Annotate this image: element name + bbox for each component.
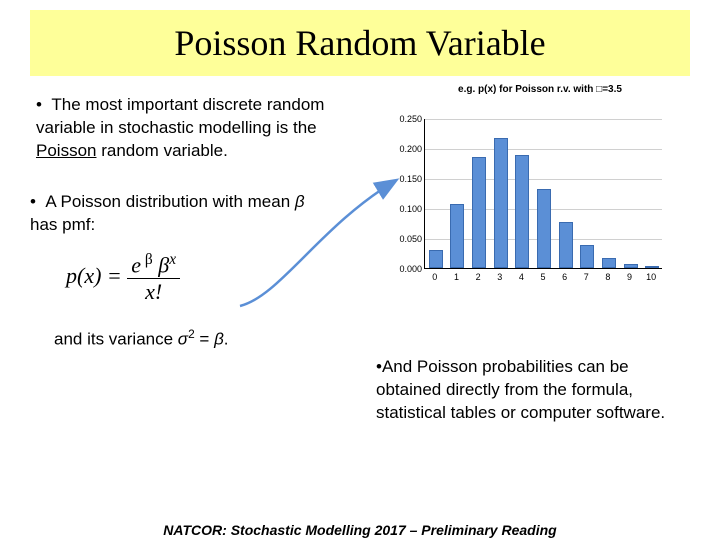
chart-x-label: 4 (519, 272, 524, 282)
page-title: Poisson Random Variable (30, 22, 690, 64)
chart-gridline (425, 149, 662, 150)
chart-y-label: 0.100 (399, 204, 422, 214)
chart-y-label: 0.150 (399, 174, 422, 184)
chart-y-label: 0.200 (399, 144, 422, 154)
variance-text: and its variance σ2 = β. (54, 327, 336, 350)
chart-y-label: 0.250 (399, 114, 422, 124)
bullet-2-text: A Poisson distribution with mean β has p… (30, 192, 305, 234)
chart-x-label: 1 (454, 272, 459, 282)
chart-title: e.g. p(x) for Poisson r.v. with □=3.5 (380, 84, 700, 95)
chart-bar (602, 258, 616, 268)
bullet-1-text: The most important discrete random varia… (36, 95, 324, 160)
bullet-1: • The most important discrete random var… (36, 94, 336, 163)
chart-axes (424, 119, 662, 269)
bullet-2: • A Poisson distribution with mean β has… (30, 191, 336, 237)
chart-bar (537, 189, 551, 268)
slide-content: • The most important discrete random var… (0, 76, 720, 506)
chart-x-label: 2 (476, 272, 481, 282)
chart-bar (494, 138, 508, 268)
footer-text: NATCOR: Stochastic Modelling 2017 – Prel… (0, 522, 720, 538)
left-column: • The most important discrete random var… (36, 94, 336, 350)
chart-gridline (425, 119, 662, 120)
chart-bar (472, 157, 486, 268)
chart-x-label: 10 (646, 272, 656, 282)
pmf-formula: p(x) = e β βxx! (66, 251, 336, 305)
chart-bar (450, 204, 464, 268)
chart-x-label: 9 (627, 272, 632, 282)
title-banner: Poisson Random Variable (30, 10, 690, 76)
chart-x-label: 7 (584, 272, 589, 282)
chart-x-label: 0 (432, 272, 437, 282)
chart-bar (429, 250, 443, 268)
chart-y-label: 0.050 (399, 234, 422, 244)
chart-bar (515, 155, 529, 268)
chart-bar (580, 245, 594, 268)
bullet-3: •And Poisson probabilities can be obtain… (376, 356, 686, 425)
chart-bar (624, 264, 638, 268)
right-column: e.g. p(x) for Poisson r.v. with □=3.5 0.… (380, 84, 700, 289)
poisson-bar-chart: 0.0000.0500.1000.1500.2000.2500123456789… (384, 119, 674, 289)
chart-x-label: 6 (562, 272, 567, 282)
chart-x-label: 3 (497, 272, 502, 282)
chart-x-label: 5 (540, 272, 545, 282)
chart-bar (645, 266, 659, 268)
bullet-3-text: And Poisson probabilities can be obtaine… (376, 357, 665, 422)
chart-x-label: 8 (605, 272, 610, 282)
chart-gridline (425, 179, 662, 180)
chart-bar (559, 222, 573, 268)
chart-y-label: 0.000 (399, 264, 422, 274)
